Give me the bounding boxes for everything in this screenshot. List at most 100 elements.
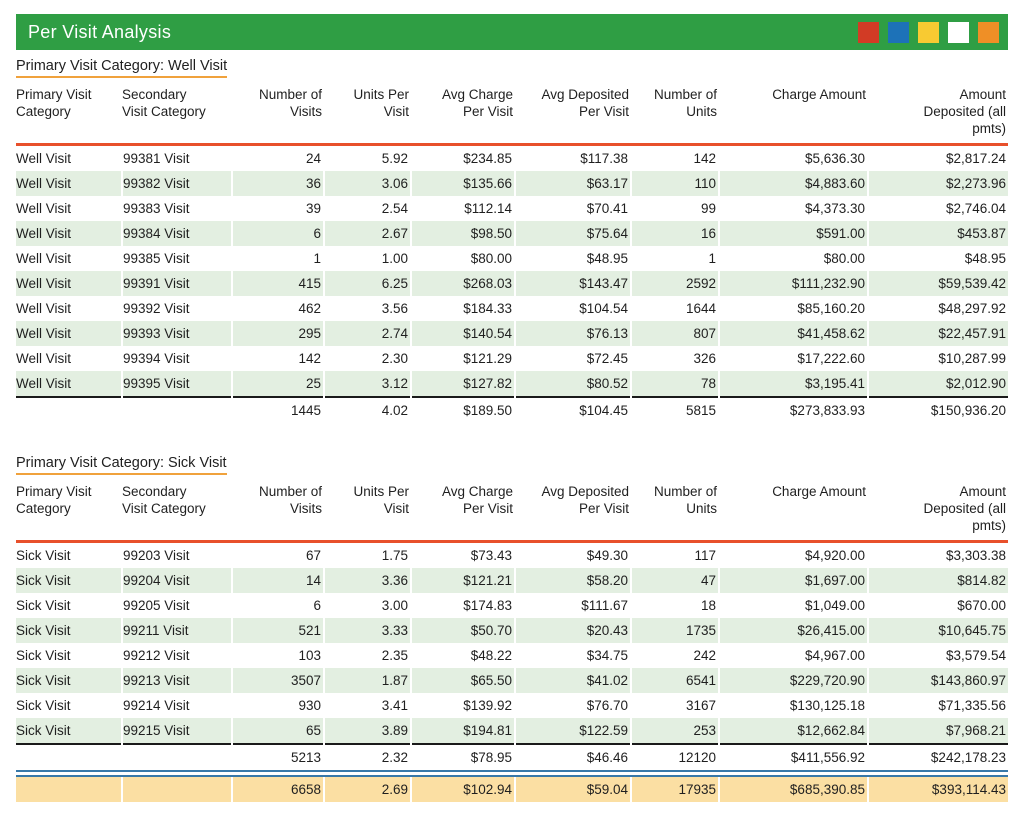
cell: 117	[631, 541, 720, 568]
cell: $20.43	[515, 618, 632, 643]
cell: Sick Visit	[16, 693, 123, 718]
cell: $104.54	[515, 296, 632, 321]
cell: $63.17	[515, 171, 632, 196]
blue-square[interactable]	[888, 21, 909, 43]
cell: 16	[631, 221, 720, 246]
cell: 1.00	[324, 246, 412, 271]
orange-square[interactable]	[978, 21, 999, 43]
table-row: Sick Visit 99215 Visit 65 3.89 $194.81 $122.5…	[16, 718, 1008, 744]
cell: Well Visit	[16, 346, 123, 371]
cell: $65.50	[411, 668, 516, 693]
cell: 2.30	[324, 346, 412, 371]
column-header: Avg Charge Per Visit	[411, 479, 515, 543]
cell: 39	[232, 196, 325, 221]
cell: $5,636.30	[719, 144, 869, 171]
cell: 295	[232, 321, 325, 346]
column-header: Primary Visit Category	[16, 479, 122, 543]
table-row: Sick Visit 99213 Visit 3507 1.87 $65.50 $41.0…	[16, 668, 1008, 693]
page-title: Per Visit Analysis	[28, 21, 172, 42]
column-header: Units Per Visit	[324, 479, 411, 543]
cell: $143,860.97	[868, 668, 1008, 693]
cell: 1	[232, 246, 325, 271]
cell: 99203 Visit	[122, 541, 233, 568]
cell: 12120	[631, 743, 720, 774]
cell: Well Visit	[16, 296, 123, 321]
cell: $1,049.00	[719, 593, 869, 618]
white-square[interactable]	[948, 21, 969, 43]
cell: $143.47	[515, 271, 632, 296]
cell: 3.06	[324, 171, 412, 196]
table-row: Well Visit 99383 Visit 39 2.54 $112.14 $70.41…	[16, 196, 1008, 221]
cell	[16, 396, 123, 423]
cell: 99384 Visit	[122, 221, 233, 246]
cell: 18	[631, 593, 720, 618]
cell: 1.87	[324, 668, 412, 693]
table-row: Well Visit 99393 Visit 295 2.74 $140.54 $76.1…	[16, 321, 1008, 346]
cell: $591.00	[719, 221, 869, 246]
cell: $411,556.92	[719, 743, 869, 774]
cell: Well Visit	[16, 144, 123, 171]
yellow-square[interactable]	[918, 21, 939, 43]
cell: $22,457.91	[868, 321, 1008, 346]
cell: 3507	[232, 668, 325, 693]
cell: 5.92	[324, 144, 412, 171]
cell: 3.36	[324, 568, 412, 593]
cell: 521	[232, 618, 325, 643]
cell: 36	[232, 171, 325, 196]
cell: Well Visit	[16, 271, 123, 296]
cell: Well Visit	[16, 371, 123, 397]
column-header: Number of Visits	[232, 82, 324, 146]
section-title: Primary Visit Category: Sick Visit	[16, 455, 227, 475]
cell	[122, 770, 233, 802]
table-row: Well Visit 99382 Visit 36 3.06 $135.66 $63.17…	[16, 171, 1008, 196]
subtotal-row: 1445 4.02 $189.50 $104.45 5815 $273,833.93 $15…	[16, 396, 1008, 423]
cell: 14	[232, 568, 325, 593]
cell: $229,720.90	[719, 668, 869, 693]
cell: 78	[631, 371, 720, 397]
cell: $121.21	[411, 568, 516, 593]
cell: 930	[232, 693, 325, 718]
column-header: Units Per Visit	[324, 82, 411, 146]
cell: 3.89	[324, 718, 412, 744]
cell: $3,195.41	[719, 371, 869, 397]
column-header: Charge Amount	[719, 479, 868, 543]
section-well-visit: Primary Visit Category: Well Visit Prima…	[16, 56, 1008, 423]
title-bar-squares	[858, 21, 999, 43]
cell: 415	[232, 271, 325, 296]
cell: $194.81	[411, 718, 516, 744]
cell: 17935	[631, 770, 720, 802]
cell: 1.75	[324, 541, 412, 568]
cell: 67	[232, 541, 325, 568]
cell: 1644	[631, 296, 720, 321]
cell: Sick Visit	[16, 568, 123, 593]
cell: 99394 Visit	[122, 346, 233, 371]
cell: 6658	[232, 770, 325, 802]
cell: Sick Visit	[16, 643, 123, 668]
cell: $85,160.20	[719, 296, 869, 321]
cell: $48,297.92	[938, 301, 1006, 316]
grand-total-row: 6658 2.69 $102.94 $59.04 17935 $685,390.85 $39…	[16, 770, 1008, 802]
cell: $814.82	[868, 568, 1008, 593]
cell: $49.30	[515, 541, 632, 568]
cell: 99382 Visit	[122, 171, 233, 196]
column-header: Secondary Visit Category	[122, 82, 232, 146]
title-bar: Per Visit Analysis	[16, 14, 1008, 50]
cell: 3167	[631, 693, 720, 718]
cell: $58.20	[515, 568, 632, 593]
column-header: Number of Visits	[232, 479, 324, 543]
cell: $76.70	[515, 693, 632, 718]
cell: 47	[631, 568, 720, 593]
cell: $104.45	[515, 396, 632, 423]
cell: $127.82	[411, 371, 516, 397]
table-row: Well Visit 99381 Visit 24 5.92 $234.85 $117.3…	[16, 144, 1008, 171]
column-header: Avg Deposited Per Visit	[515, 82, 631, 146]
cell: $48.95	[515, 246, 632, 271]
cell: 2.67	[324, 221, 412, 246]
cell	[16, 743, 123, 774]
cell: 99	[631, 196, 720, 221]
cell	[122, 396, 233, 423]
red-square[interactable]	[858, 21, 879, 43]
cell: $80.00	[411, 246, 516, 271]
cell: $174.83	[411, 593, 516, 618]
column-header: Number of Units	[631, 82, 719, 146]
